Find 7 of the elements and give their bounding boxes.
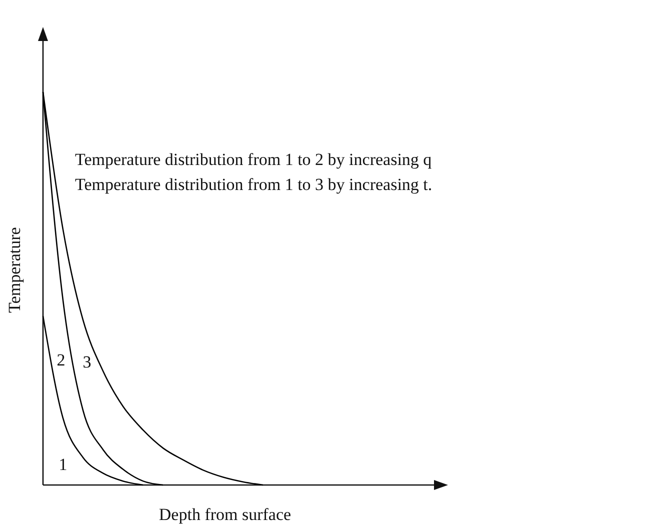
series-label: 1 <box>58 454 68 474</box>
series-label: 2 <box>56 350 66 370</box>
x-axis-title: Depth from surface <box>158 505 292 524</box>
series-label: 3 <box>82 352 92 372</box>
annotation: Temperature distribution from 1 to 2 by increasing q <box>75 150 432 169</box>
y-axis-title: Temperature <box>5 227 24 313</box>
annotation: Temperature distribution from 1 to 3 by increasing t. <box>75 175 432 194</box>
